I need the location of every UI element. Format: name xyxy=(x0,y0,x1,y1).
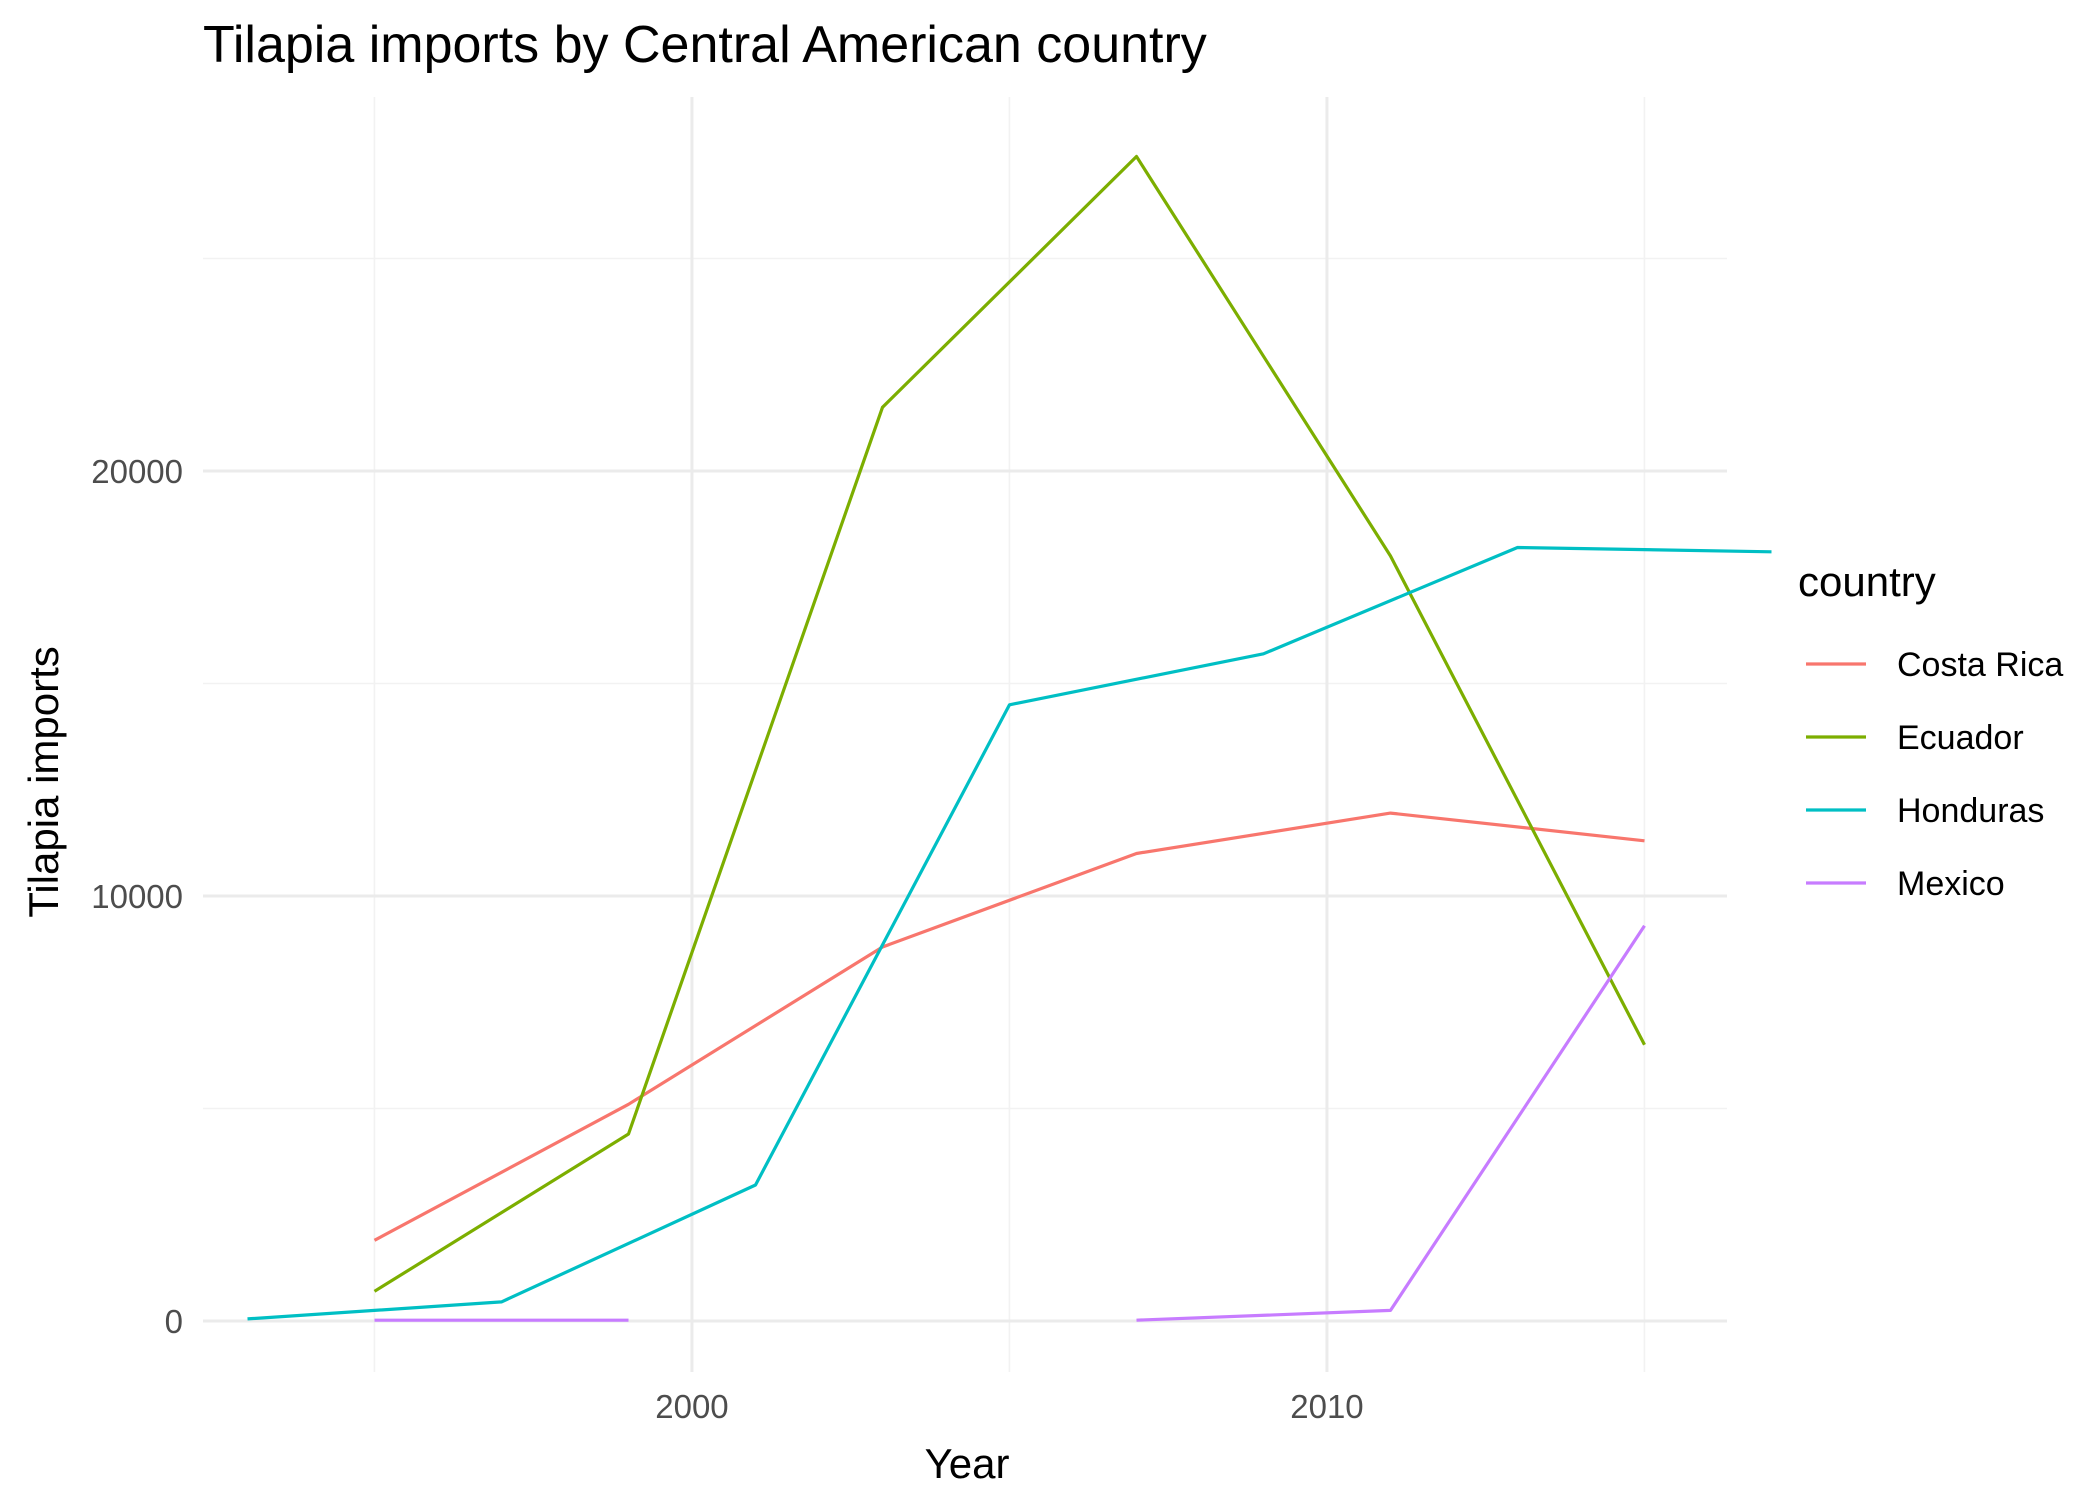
series-line-ecuador xyxy=(373,154,1646,1293)
x-tick-label: 2000 xyxy=(655,1388,728,1425)
y-tick-labels: 0 10000 20000 xyxy=(91,453,183,1340)
series-line-honduras xyxy=(247,545,1772,1321)
y-tick-label: 0 xyxy=(165,1303,183,1340)
y-axis-title: Tilapia imports xyxy=(20,646,67,918)
legend-label-ecuador: Ecuador xyxy=(1897,719,2024,757)
y-tick-label: 20000 xyxy=(91,453,183,490)
series-line-mexico xyxy=(1136,924,1646,1322)
legend-label-honduras: Honduras xyxy=(1897,792,2044,830)
chart-title: Tilapia imports by Central American coun… xyxy=(203,16,1207,74)
y-tick-label: 10000 xyxy=(91,878,183,915)
x-tick-labels: 2000 2010 xyxy=(655,1388,1363,1425)
x-axis-title: Year xyxy=(925,1440,1010,1487)
series-line-costa-rica xyxy=(373,811,1645,1242)
legend-label-costa-rica: Costa Rica xyxy=(1897,646,2063,684)
series-lines xyxy=(247,154,1772,1322)
legend-title: country xyxy=(1798,558,1936,605)
x-tick-label: 2010 xyxy=(1290,1388,1363,1425)
legend: country Costa Rica Ecuador Honduras Mexico xyxy=(1798,558,2063,903)
legend-label-mexico: Mexico xyxy=(1897,865,2005,903)
